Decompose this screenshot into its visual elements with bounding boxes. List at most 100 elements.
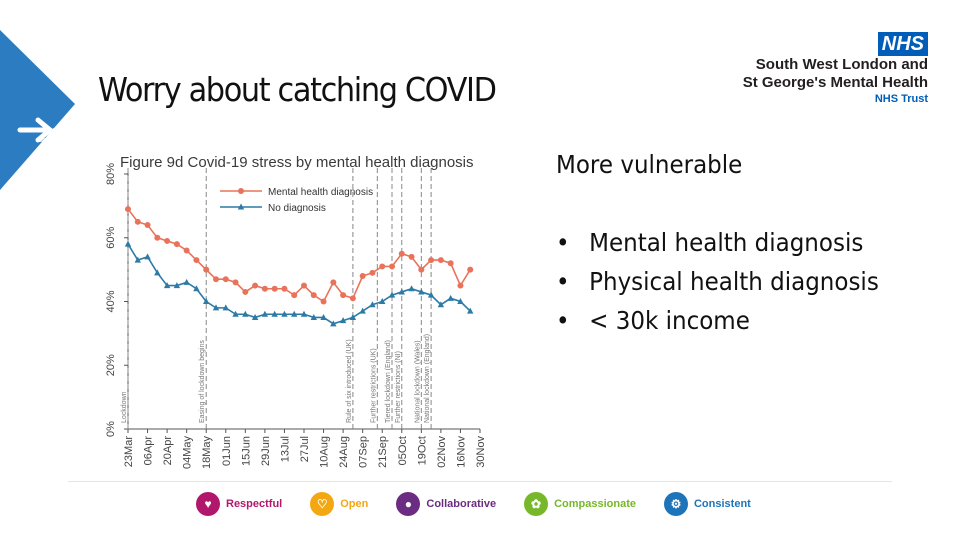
bullet-dot: • [556,228,570,257]
corner-decoration [0,30,75,190]
value-label: Respectful [226,498,283,510]
data-point [271,310,278,317]
data-point [418,266,425,273]
bullet-list: • Mental health diagnosis • Physical healt… [556,223,907,340]
data-point [144,253,151,260]
logo-line-2: St George's Mental Health [742,74,928,91]
data-point [340,292,347,299]
value-consistent: ⚙ Consistent [663,492,751,516]
event-label: Lockdown [121,391,128,423]
bullet-text: Mental health diagnosis [589,228,864,257]
x-tick-label: 20Apr [162,436,174,466]
data-point [457,298,464,304]
data-point [457,282,464,289]
value-open: ♡ Open [310,492,368,516]
data-point [349,295,356,302]
values-strip: ♥ Respectful ♡ Open ● Collaborative ✿ Co… [196,492,751,516]
value-label: Open [340,498,369,510]
event-label: National lockdown (Wales) [414,340,421,423]
data-point [467,307,474,314]
data-point [242,288,249,295]
data-point [428,257,435,264]
data-point [212,304,220,311]
people-icon: ● [396,492,421,516]
data-point [183,247,190,254]
y-tick-label: 60% [105,227,117,249]
x-tick-label: 19Oct [416,436,428,465]
chart-background [100,146,490,472]
data-point [379,298,386,304]
data-point [251,313,259,320]
data-point [232,279,239,286]
open-heart-icon: ♡ [310,492,335,516]
data-point [339,317,347,324]
data-point [252,282,259,289]
data-point [320,313,327,320]
data-point [369,269,376,276]
bullet-item: • Mental health diagnosis [556,223,879,262]
data-point [330,279,337,286]
data-point [427,291,435,298]
gear-icon: ⚙ [663,492,688,516]
x-tick-label: 13Jul [279,436,291,462]
y-tick-label: 0% [105,421,117,437]
data-point [154,234,161,241]
bullet-dot: • [556,267,570,296]
data-point [134,256,141,263]
nhs-logo: NHS South West London and St George's Me… [743,32,928,106]
data-point [261,310,269,317]
data-point [125,206,131,213]
data-point [173,241,180,248]
data-point [271,285,278,292]
data-point [418,288,425,295]
data-point [213,276,219,283]
data-point [154,269,161,276]
x-tick-label: 27Jul [299,436,311,462]
bullet-text: Physical health diagnosis [589,267,879,296]
data-point [183,278,190,285]
legend-marker [237,203,245,210]
bullet-dot: • [556,306,570,335]
compassion-icon: ✿ [524,492,549,516]
data-point [369,301,376,308]
data-point [261,285,268,292]
data-point [291,292,298,299]
data-point [437,257,444,264]
data-point [467,266,474,273]
nhs-wordmark: NHS [877,32,928,56]
data-point [330,320,337,327]
event-label: Further restrictions (NI) [395,351,402,423]
data-point [447,260,454,267]
vulnerable-heading: More vulnerable [556,150,743,179]
data-point [398,288,405,295]
data-point [310,292,317,299]
footer-divider [68,481,892,482]
data-point [193,285,200,292]
chart: Figure 9d Covid-19 stress by mental heal… [100,146,490,472]
data-point [388,291,396,298]
x-tick-label: 21Sep [377,436,389,468]
handshake-icon: ♥ [196,492,220,516]
data-point [203,266,210,273]
data-point [242,310,249,317]
data-point [281,310,288,317]
data-point [301,282,307,289]
chart-svg: Figure 9d Covid-19 stress by mental heal… [100,146,490,472]
value-label: Compassionate [554,498,636,510]
data-point [164,237,171,244]
event-label: Rule of six introduced (UK) [346,339,353,423]
y-tick-label: 20% [105,354,117,376]
right-panel: More vulnerable • Mental health diagnosis… [556,150,907,340]
data-point [163,282,171,289]
data-point [408,253,415,260]
data-point [193,257,200,264]
value-compassionate: ✿ Compassionate [524,492,636,516]
logo-line-1: South West London and [755,56,928,73]
x-tick-label: 23Mar [123,436,135,468]
data-point [359,307,366,314]
data-point [203,298,210,304]
data-point [310,313,317,320]
legend-marker [238,188,244,194]
bullet-item: • < 30k income [556,301,879,340]
legend-label: No diagnosis [268,203,326,214]
